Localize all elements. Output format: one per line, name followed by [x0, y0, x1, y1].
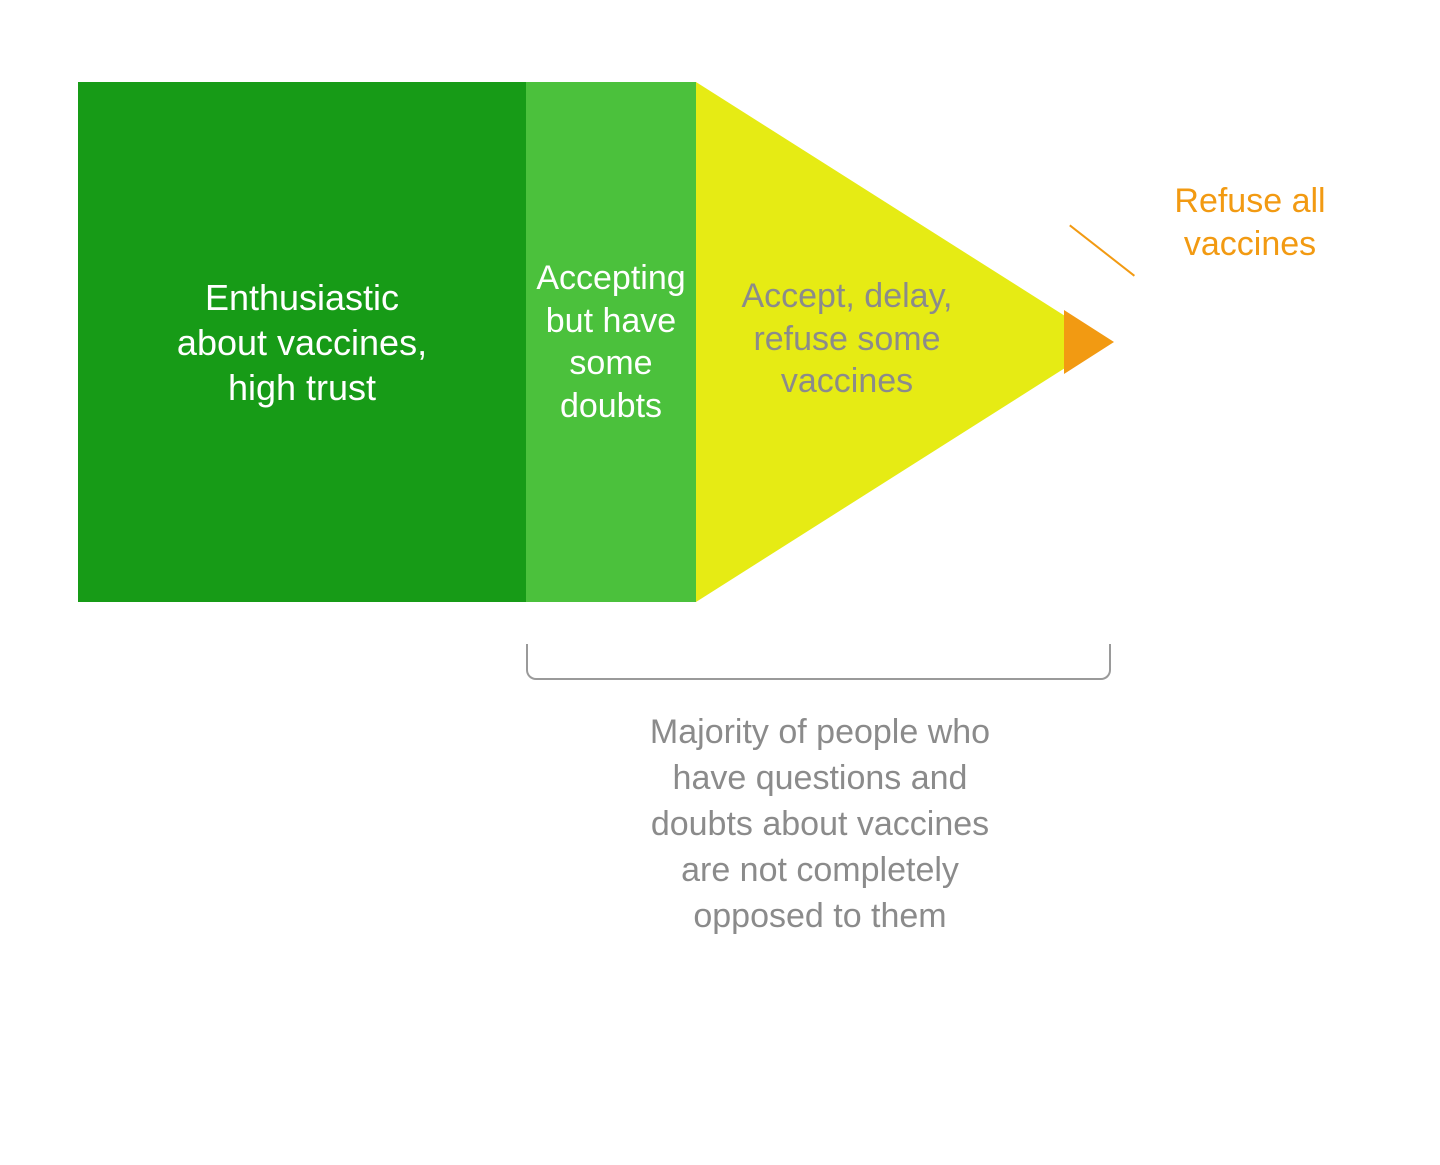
segment-refuse-all [1064, 310, 1114, 374]
segment-enthusiastic-label: Enthusiasticabout vaccines,high trust [177, 275, 427, 410]
segment-enthusiastic: Enthusiasticabout vaccines,high trust [78, 82, 526, 602]
segment-accepting-label: Acceptingbut havesomedoubts [536, 257, 685, 427]
bracket-majority [526, 644, 1111, 680]
segment-accept-delay [696, 82, 1106, 602]
callout-refuse-all-label: Refuse allvaccines [1150, 180, 1350, 265]
diagram-stage: Enthusiasticabout vaccines,high trust Ac… [0, 0, 1440, 1165]
bracket-caption: Majority of people whohave questions and… [600, 710, 1040, 939]
segment-accepting: Acceptingbut havesomedoubts [526, 82, 696, 602]
